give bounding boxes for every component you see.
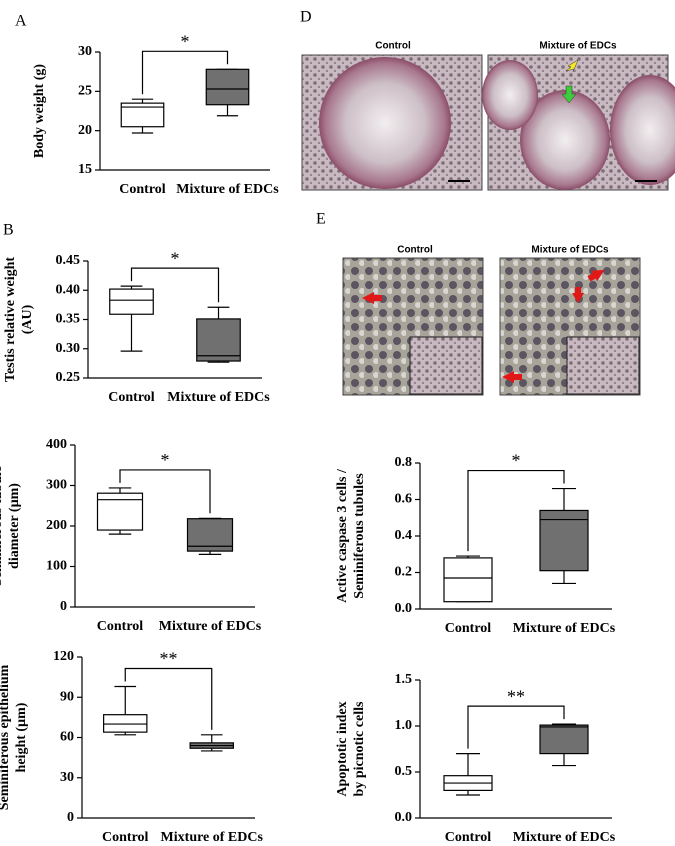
- y-tick-label: 1.0: [395, 718, 413, 733]
- inset: [566, 336, 640, 395]
- tubule: [319, 57, 451, 189]
- arrow: [565, 59, 579, 73]
- significance-label: *: [512, 451, 521, 471]
- y-tick-label: 0.4: [395, 528, 413, 543]
- panel-label: B: [3, 222, 14, 239]
- y-axis-label: Body weight (g): [32, 64, 47, 158]
- arrow: [561, 85, 577, 104]
- y-tick-label: 0: [60, 599, 67, 614]
- box: [103, 714, 148, 733]
- micrograph-e: E Control Mixture of EDCs: [316, 211, 641, 396]
- y-axis-label: Testis relative weight: [3, 257, 18, 383]
- significance-bracket: [130, 267, 220, 303]
- panel-label: A: [15, 13, 27, 30]
- y-axis-label: Seminiferous epithelium: [0, 664, 12, 810]
- y-tick-label: 0.8: [395, 455, 413, 470]
- box: [205, 68, 250, 106]
- y-tick-label: 100: [46, 559, 67, 574]
- y-axis-label: Apoptotic index: [335, 701, 350, 796]
- x-tick-label: Mixture of EDCs: [176, 182, 279, 197]
- x-tick-label: Mixture of EDCs: [513, 830, 616, 845]
- significance-label: *: [161, 450, 170, 470]
- y-tick-label: 0.0: [395, 601, 413, 616]
- arrow: [502, 371, 522, 383]
- y-axis-label: Active caspase 3 cells /: [335, 468, 350, 603]
- significance-label: **: [160, 649, 178, 669]
- significance-label: *: [171, 248, 180, 268]
- tubule: [520, 90, 610, 190]
- y-tick-label: 0: [67, 810, 74, 825]
- significance-bracket: [141, 50, 229, 95]
- tubule: [610, 75, 675, 185]
- y-axis-label: diameter (µm): [7, 483, 22, 569]
- y-tick-label: 0.30: [56, 341, 81, 356]
- x-tick-label: Control: [108, 390, 155, 405]
- panel-label: C: [0, 406, 1, 423]
- y-tick-label: 120: [53, 649, 74, 664]
- inset: [409, 336, 483, 395]
- y-tick-label: 0.25: [56, 370, 81, 385]
- y-tick-label: 0.35: [56, 312, 81, 327]
- y-tick-label: 30: [78, 44, 92, 59]
- x-tick-label: Control: [97, 619, 144, 634]
- y-tick-label: 0.40: [56, 282, 81, 297]
- box: [539, 509, 589, 572]
- tubule: [482, 60, 538, 130]
- y-tick-label: 300: [46, 478, 67, 493]
- y-tick-label: 1.5: [395, 672, 413, 687]
- y-axis-label: by picnotic cells: [352, 701, 367, 796]
- x-tick-label: Control: [445, 830, 492, 845]
- x-tick-label: Mixture of EDCs: [159, 619, 262, 634]
- micrograph-label: Control: [375, 41, 411, 52]
- y-tick-label: 0.2: [395, 565, 413, 580]
- y-tick-label: 200: [46, 518, 67, 533]
- arrow: [587, 269, 605, 282]
- y-tick-label: 0.5: [395, 764, 413, 779]
- y-axis-label: height (µm): [14, 702, 29, 772]
- y-axis-label: Seminiferous tubules: [352, 473, 367, 599]
- arrow: [572, 287, 584, 303]
- y-tick-label: 0.6: [395, 492, 413, 507]
- x-tick-label: Control: [102, 830, 149, 845]
- y-tick-label: 400: [46, 437, 67, 452]
- box: [196, 318, 241, 362]
- x-tick-label: Control: [445, 621, 492, 636]
- x-tick-label: Control: [119, 182, 166, 197]
- micrograph-d: D Control Mixture of EDCs: [300, 9, 675, 191]
- significance-bracket: [124, 667, 213, 730]
- significance-label: *: [181, 31, 190, 51]
- box: [443, 557, 493, 603]
- box: [96, 492, 144, 531]
- y-tick-label: 0.45: [56, 253, 81, 268]
- arrow: [362, 292, 382, 304]
- box: [539, 724, 589, 755]
- significance-label: **: [507, 686, 525, 706]
- significance-bracket: [119, 469, 211, 514]
- y-tick-label: 90: [60, 689, 74, 704]
- significance-bracket: [467, 469, 565, 552]
- significance-bracket: [467, 705, 565, 749]
- x-tick-label: Mixture of EDCs: [167, 390, 270, 405]
- y-tick-label: 0.0: [395, 810, 413, 825]
- panel-label: D: [300, 9, 312, 26]
- micrograph-label: Mixture of EDCs: [531, 245, 609, 256]
- micrograph-label: Control: [397, 245, 433, 256]
- y-tick-label: 60: [60, 730, 74, 745]
- x-tick-label: Mixture of EDCs: [161, 830, 264, 845]
- y-axis-label: (AU): [20, 304, 35, 334]
- panel-label: E: [316, 211, 326, 228]
- box: [109, 288, 154, 315]
- y-tick-label: 30: [60, 770, 74, 785]
- y-tick-label: 15: [78, 162, 92, 177]
- y-axis-label: Seminiferous tubule: [0, 466, 5, 586]
- y-tick-label: 20: [78, 123, 92, 138]
- y-tick-label: 25: [78, 84, 92, 99]
- box: [120, 102, 165, 128]
- micrograph-label: Mixture of EDCs: [539, 41, 617, 52]
- x-tick-label: Mixture of EDCs: [513, 621, 616, 636]
